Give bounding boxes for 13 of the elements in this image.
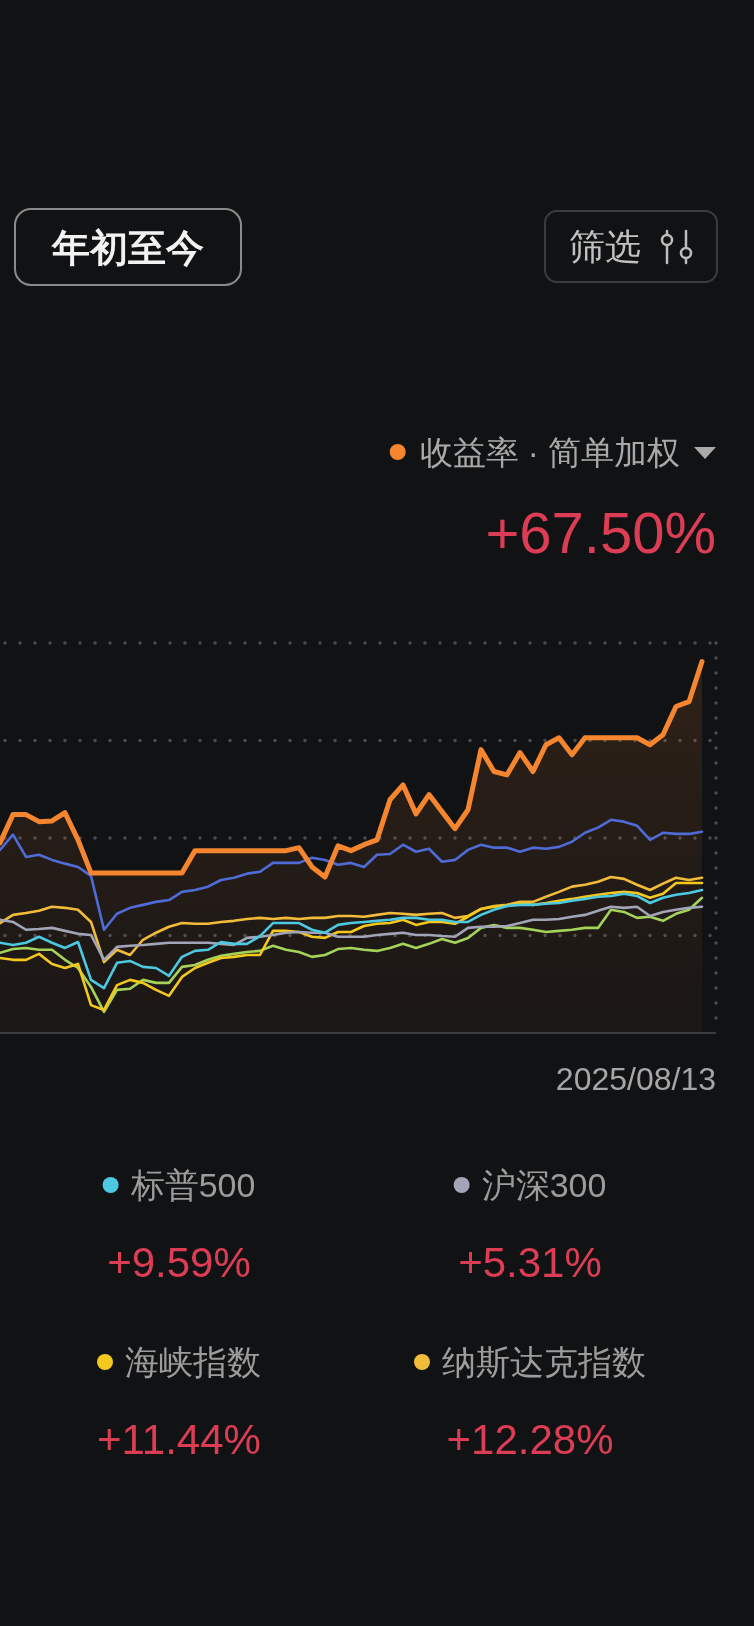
annotation: 年初至今 bbox=[52, 227, 204, 269]
annotation: +9.59% bbox=[107, 1239, 251, 1286]
title: 收益率 · 简单加权 bbox=[419, 434, 680, 471]
annotation: +5.31% bbox=[458, 1239, 602, 1286]
subtitle: +67.50% bbox=[485, 500, 716, 565]
annotation: 筛选 bbox=[569, 226, 641, 267]
legend-label: 海峡指数 bbox=[125, 1343, 261, 1381]
annotation: +12.28% bbox=[446, 1416, 614, 1463]
legend-label: 纳斯达克指数 bbox=[442, 1343, 646, 1381]
legend-label: 标普500 bbox=[130, 1166, 256, 1204]
annotation: +11.44% bbox=[97, 1416, 261, 1463]
annotation: 2025/08/13 bbox=[555, 1061, 716, 1097]
legend-label: 沪深300 bbox=[481, 1166, 607, 1204]
